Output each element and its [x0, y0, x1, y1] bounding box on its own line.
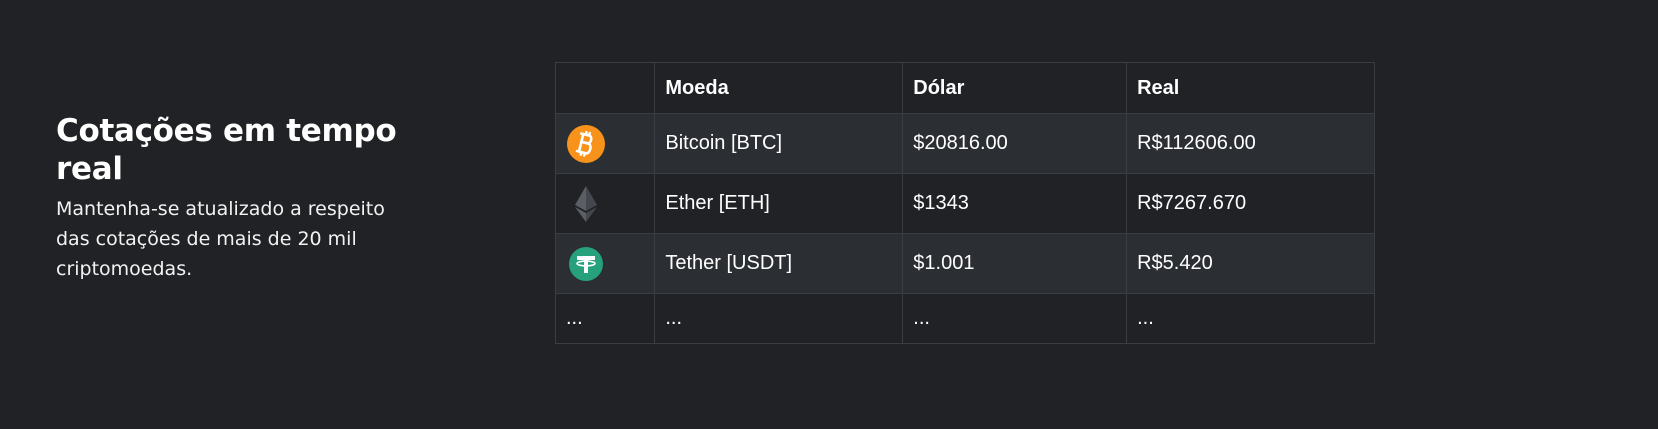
table-header-row: Moeda Dólar Real — [554, 62, 1375, 114]
dollar-value: $1.001 — [902, 233, 1128, 294]
table-row: Ether [ETH] $1343 R$7267.670 — [554, 173, 1375, 234]
table-row: Bitcoin [BTC] $20816.00 R$112606.00 — [554, 113, 1375, 174]
section-description: Mantenha-se atualizado a respeito das co… — [56, 198, 385, 280]
header-dollar: Dólar — [902, 62, 1128, 114]
intro-section: Cotações em tempo real Mantenha-se atual… — [56, 112, 416, 284]
coin-icon-cell — [554, 113, 656, 174]
table-row: ... ... ... ... — [554, 293, 1375, 344]
coin-name: Bitcoin [BTC] — [654, 113, 904, 174]
coin-icon-cell — [554, 173, 656, 234]
real-value: ... — [1126, 293, 1375, 344]
coin-name: Ether [ETH] — [654, 173, 904, 234]
header-coin: Moeda — [654, 62, 904, 114]
coin-name: Tether [USDT] — [654, 233, 904, 294]
real-value: R$5.420 — [1126, 233, 1375, 294]
table-row: Tether [USDT] $1.001 R$5.420 — [554, 233, 1375, 294]
dollar-value: $20816.00 — [902, 113, 1128, 174]
header-icon — [554, 62, 656, 114]
real-value: R$7267.670 — [1126, 173, 1375, 234]
ellipsis-cell: ... — [554, 293, 656, 344]
header-real: Real — [1126, 62, 1375, 114]
tether-icon — [566, 244, 606, 284]
real-value: R$112606.00 — [1126, 113, 1375, 174]
bitcoin-icon — [566, 124, 606, 164]
quotes-table: Moeda Dólar Real — [554, 62, 1375, 344]
ethereum-icon — [566, 184, 606, 224]
dollar-value: $1343 — [902, 173, 1128, 234]
coin-name: ... — [654, 293, 904, 344]
dollar-value: ... — [902, 293, 1128, 344]
coin-icon-cell — [554, 233, 656, 294]
section-title: Cotações em tempo real — [56, 113, 397, 187]
